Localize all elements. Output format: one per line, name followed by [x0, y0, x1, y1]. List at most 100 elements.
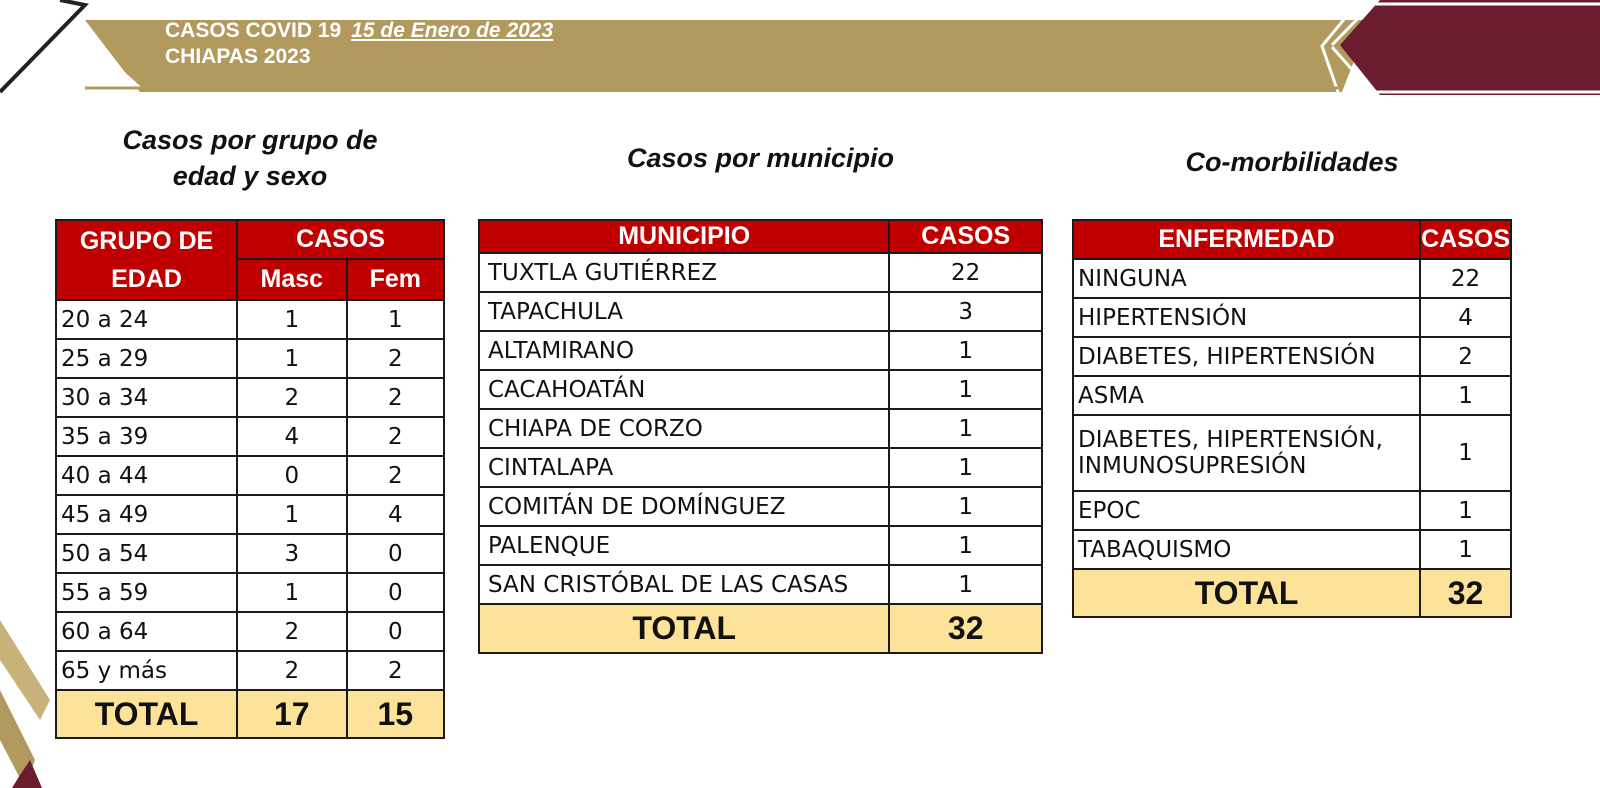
cases-cell: 1 — [1419, 529, 1512, 570]
col-header-municipio: MUNICIPIO — [477, 219, 891, 254]
age-sex-table: GRUPO DE EDAD CASOS Masc Fem 20 a 24 1 1 25 … — [54, 219, 446, 739]
age-group-cell: 30 a 34 — [54, 377, 239, 418]
age-total-row: TOTAL 17 15 — [54, 689, 446, 739]
masc-cell: 1 — [236, 338, 348, 379]
disease-cell: ASMA — [1071, 375, 1422, 416]
municipio-name-cell: ALTAMIRANO — [477, 330, 891, 371]
cases-cell: 1 — [888, 447, 1043, 488]
age-group-cell: 55 a 59 — [54, 572, 239, 613]
table-row: 50 a 54 3 0 — [54, 533, 446, 574]
table-row: CHIAPA DE CORZO 1 — [477, 408, 1043, 449]
age-group-cell: 40 a 44 — [54, 455, 239, 496]
col-header-group: GRUPO DE EDAD — [54, 219, 239, 301]
col-header-masc: Masc — [236, 258, 348, 301]
age-section-title: Casos por grupo de edad y sexo — [122, 125, 378, 191]
disease-cell: EPOC — [1071, 490, 1422, 531]
municipio-total-row: TOTAL 32 — [477, 603, 1043, 654]
cases-cell: 22 — [1419, 258, 1512, 299]
fem-cell: 2 — [345, 416, 446, 457]
header-date: 15 de Enero de 2023 — [351, 19, 554, 42]
age-group-cell: 60 a 64 — [54, 611, 239, 652]
municipio-name-cell: CHIAPA DE CORZO — [477, 408, 891, 449]
table-row: TABAQUISMO 1 — [1071, 529, 1512, 570]
age-group-cell: 35 a 39 — [54, 416, 239, 457]
municipio-name-cell: CACAHOATÁN — [477, 369, 891, 410]
table-row: PALENQUE 1 — [477, 525, 1043, 566]
disease-line: DIABETES, HIPERTENSIÓN — [1078, 343, 1376, 370]
total-masc: 17 — [236, 689, 348, 739]
cases-cell: 1 — [888, 408, 1043, 449]
disease-line: EPOC — [1078, 497, 1141, 524]
table-row: DIABETES, HIPERTENSIÓN, INMUNOSUPRESIÓN 1 — [1071, 414, 1512, 492]
age-group-cell: 65 y más — [54, 650, 239, 691]
table-row: 65 y más 2 2 — [54, 650, 446, 691]
col-header-casos: CASOS — [1419, 219, 1512, 260]
table-row: NINGUNA 22 — [1071, 258, 1512, 299]
comorb-section-title: Co-morbilidades — [1185, 147, 1399, 177]
cases-cell: 1 — [888, 564, 1043, 605]
municipio-name-cell: TUXTLA GUTIÉRREZ — [477, 252, 891, 293]
header-text: CASOS COVID 19 15 de Enero de 2023 CHIAPA… — [165, 18, 553, 70]
corner-decor-bottom-left — [0, 620, 50, 720]
table-row: HIPERTENSIÓN 4 — [1071, 297, 1512, 338]
table-row: SAN CRISTÓBAL DE LAS CASAS 1 — [477, 564, 1043, 605]
table-row: 20 a 24 1 1 — [54, 299, 446, 340]
table-row: TUXTLA GUTIÉRREZ 22 — [477, 252, 1043, 293]
table-row: ALTAMIRANO 1 — [477, 330, 1043, 371]
cases-cell: 1 — [1419, 414, 1512, 492]
disease-cell: DIABETES, HIPERTENSIÓN, INMUNOSUPRESIÓN — [1071, 414, 1422, 492]
cases-cell: 22 — [888, 252, 1043, 293]
age-group-cell: 25 a 29 — [54, 338, 239, 379]
disease-line: INMUNOSUPRESIÓN — [1078, 453, 1307, 479]
table-row: 40 a 44 0 2 — [54, 455, 446, 496]
fem-cell: 2 — [345, 377, 446, 418]
disease-cell: NINGUNA — [1071, 258, 1422, 299]
disease-cell: HIPERTENSIÓN — [1071, 297, 1422, 338]
fem-cell: 4 — [345, 494, 446, 535]
header-title: CASOS COVID 19 — [165, 19, 342, 42]
cases-cell: 2 — [1419, 336, 1512, 377]
disease-line: NINGUNA — [1078, 265, 1187, 292]
cases-cell: 4 — [1419, 297, 1512, 338]
disease-line: HIPERTENSIÓN — [1078, 304, 1248, 331]
table-row: EPOC 1 — [1071, 490, 1512, 531]
municipio-table: MUNICIPIO CASOS TUXTLA GUTIÉRREZ 22 TAPACH… — [477, 219, 1043, 654]
municipio-name-cell: SAN CRISTÓBAL DE LAS CASAS — [477, 564, 891, 605]
table-row: 35 a 39 4 2 — [54, 416, 446, 457]
masc-cell: 2 — [236, 611, 348, 652]
header-subtitle: CHIAPAS 2023 — [165, 45, 311, 68]
municipio-name-cell: COMITÁN DE DOMÍNGUEZ — [477, 486, 891, 527]
comorbidity-total-row: TOTAL 32 — [1071, 568, 1512, 618]
disease-cell: TABAQUISMO — [1071, 529, 1422, 570]
col-header-cases: CASOS — [236, 219, 445, 260]
municipio-section-title: Casos por municipio — [626, 143, 895, 173]
table-row: 30 a 34 2 2 — [54, 377, 446, 418]
fem-cell: 2 — [345, 338, 446, 379]
total-fem: 15 — [345, 689, 446, 739]
fem-cell: 1 — [345, 299, 446, 340]
fem-cell: 0 — [345, 611, 446, 652]
municipio-name-cell: TAPACHULA — [477, 291, 891, 332]
table-row: 60 a 64 2 0 — [54, 611, 446, 652]
total-label: TOTAL — [1071, 568, 1422, 618]
comorbidity-table: ENFERMEDAD CASOS NINGUNA 22 HIPERTENSIÓN 4 D… — [1071, 219, 1512, 618]
col-header-casos: CASOS — [888, 219, 1043, 254]
masc-cell: 2 — [236, 650, 348, 691]
cases-cell: 1 — [888, 330, 1043, 371]
disease-line: ASMA — [1078, 382, 1144, 409]
col-header-enfermedad: ENFERMEDAD — [1071, 219, 1422, 260]
cases-cell: 3 — [888, 291, 1043, 332]
table-row: ASMA 1 — [1071, 375, 1512, 416]
table-row: 45 a 49 1 4 — [54, 494, 446, 535]
masc-cell: 3 — [236, 533, 348, 574]
total-label: TOTAL — [477, 603, 891, 654]
municipio-name-cell: CINTALAPA — [477, 447, 891, 488]
gold-banner — [85, 20, 1370, 92]
disease-cell: DIABETES, HIPERTENSIÓN — [1071, 336, 1422, 377]
table-row: 55 a 59 1 0 — [54, 572, 446, 613]
masc-cell: 1 — [236, 299, 348, 340]
maroon-banner — [1340, 0, 1600, 95]
total-value: 32 — [1419, 568, 1512, 618]
table-row: TAPACHULA 3 — [477, 291, 1043, 332]
